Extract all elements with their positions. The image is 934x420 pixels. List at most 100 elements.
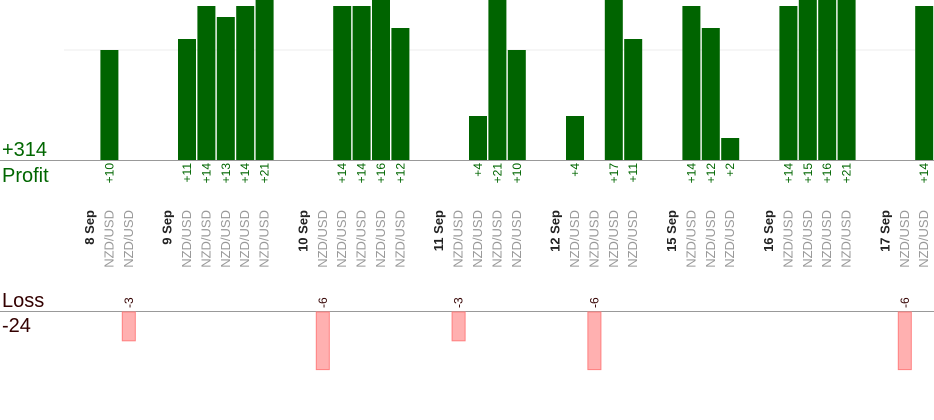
profit-value-label: +21 [840,163,854,184]
symbol-label: NZD/USD [392,210,407,268]
profit-bar [178,39,196,160]
profit-bar [333,6,352,160]
profit-bar [372,0,390,160]
symbol-label: NZD/USD [722,210,737,268]
symbol-label: NZD/USD [683,210,698,268]
profit-total: +314 [2,139,47,161]
profit-bar [507,50,526,160]
symbol-label: NZD/USD [354,210,369,268]
profit-bar [798,0,817,160]
loss-value-label: -3 [122,297,136,308]
symbol-label: NZD/USD [315,210,330,268]
date-label: 12 Sep [548,210,563,252]
symbol-label: NZD/USD [470,210,485,268]
profit-bars [100,0,934,160]
symbol-label: NZD/USD [819,210,834,268]
profit-bar [624,39,643,160]
profit-bar [391,28,410,160]
profit-bar [604,0,623,160]
profit-bar [488,0,507,160]
symbol-label: NZD/USD [780,210,795,268]
symbol-label: NZD/USD [257,210,272,268]
symbol-label: NZD/USD [121,210,136,268]
loss-total: -24 [2,315,31,337]
profit-bar [837,0,856,160]
profit-value-label: +13 [219,163,233,184]
profit-value-label: +16 [374,163,388,184]
profit-value-label: +14 [917,163,931,184]
date-label: 10 Sep [295,210,310,252]
symbol-label: NZD/USD [509,210,524,268]
symbol-label: NZD/USD [800,210,815,268]
profit-bar [721,138,740,160]
symbol-label: NZD/USD [567,210,582,268]
profit-bar [915,6,934,160]
profit-value-label: +10 [102,163,116,184]
symbol-label: NZD/USD [625,210,640,268]
loss-bar [121,311,136,342]
symbol-label: NZD/USD [897,210,912,268]
profit-title: Profit [2,165,49,187]
profit-value-label: +14 [355,163,369,184]
profit-value-label: +14 [335,163,349,184]
profit-bar [352,6,371,160]
date-label: 11 Sep [431,210,446,251]
loss-bar [315,311,330,371]
profit-value-label: +10 [510,163,524,184]
profit-bar [197,6,216,160]
symbol-label: NZD/USD [451,210,466,268]
loss-value-label: -3 [452,297,466,308]
loss-bar [451,311,466,342]
profit-bar [100,50,119,160]
loss-value-label: -6 [587,297,601,308]
loss-bar [897,311,912,371]
loss-value-label: -6 [316,297,330,308]
date-label: 8 Sep [82,210,97,245]
date-label: 15 Sep [664,210,679,252]
profit-value-label: +11 [626,163,640,183]
loss-title: Loss [2,290,44,312]
profit-bar [682,6,701,160]
profit-value-label: +14 [238,163,252,184]
profit-value-label: +14 [684,163,698,184]
profit-value-label: +21 [490,163,504,184]
profit-bar [236,6,255,160]
profit-value-label: +21 [258,163,272,184]
profit-value-label: +16 [820,163,834,184]
profit-value-label: +17 [607,163,621,184]
profit-value-label: +14 [781,163,795,184]
profit-bar [779,6,798,160]
profit-value-label: +14 [199,163,213,184]
date-label: 16 Sep [761,210,776,252]
profit-bar [818,0,837,160]
profit-bar [255,0,274,160]
profit-value-label: +12 [704,163,718,184]
symbol-label: NZD/USD [179,210,194,268]
symbol-label: NZD/USD [606,210,621,268]
profit-value-label: +2 [723,163,737,177]
loss-value-label: -6 [898,297,912,308]
profit-bar [701,28,720,160]
symbol-label: NZD/USD [237,210,252,268]
profit-value-label: +12 [393,163,407,184]
profit-value-label: +4 [568,163,582,177]
loss-bar [587,311,602,371]
symbol-label: NZD/USD [198,210,213,268]
symbol-label: NZD/USD [703,210,718,268]
profit-bar [216,17,235,160]
profit-value-label: +15 [801,163,815,184]
profit-bar [566,116,584,160]
symbol-label: NZD/USD [101,210,116,268]
symbol-label: NZD/USD [489,210,504,268]
symbol-label: NZD/USD [334,210,349,268]
profit-value-label: +4 [471,163,485,177]
symbol-label: NZD/USD [373,210,388,268]
date-label: 17 Sep [877,210,892,252]
symbol-label: NZD/USD [839,210,854,268]
date-label: 9 Sep [160,210,175,245]
profit-bar [469,116,487,160]
symbol-label: NZD/USD [218,210,233,268]
symbol-label: NZD/USD [586,210,601,268]
profit-value-label: +11 [180,163,194,183]
